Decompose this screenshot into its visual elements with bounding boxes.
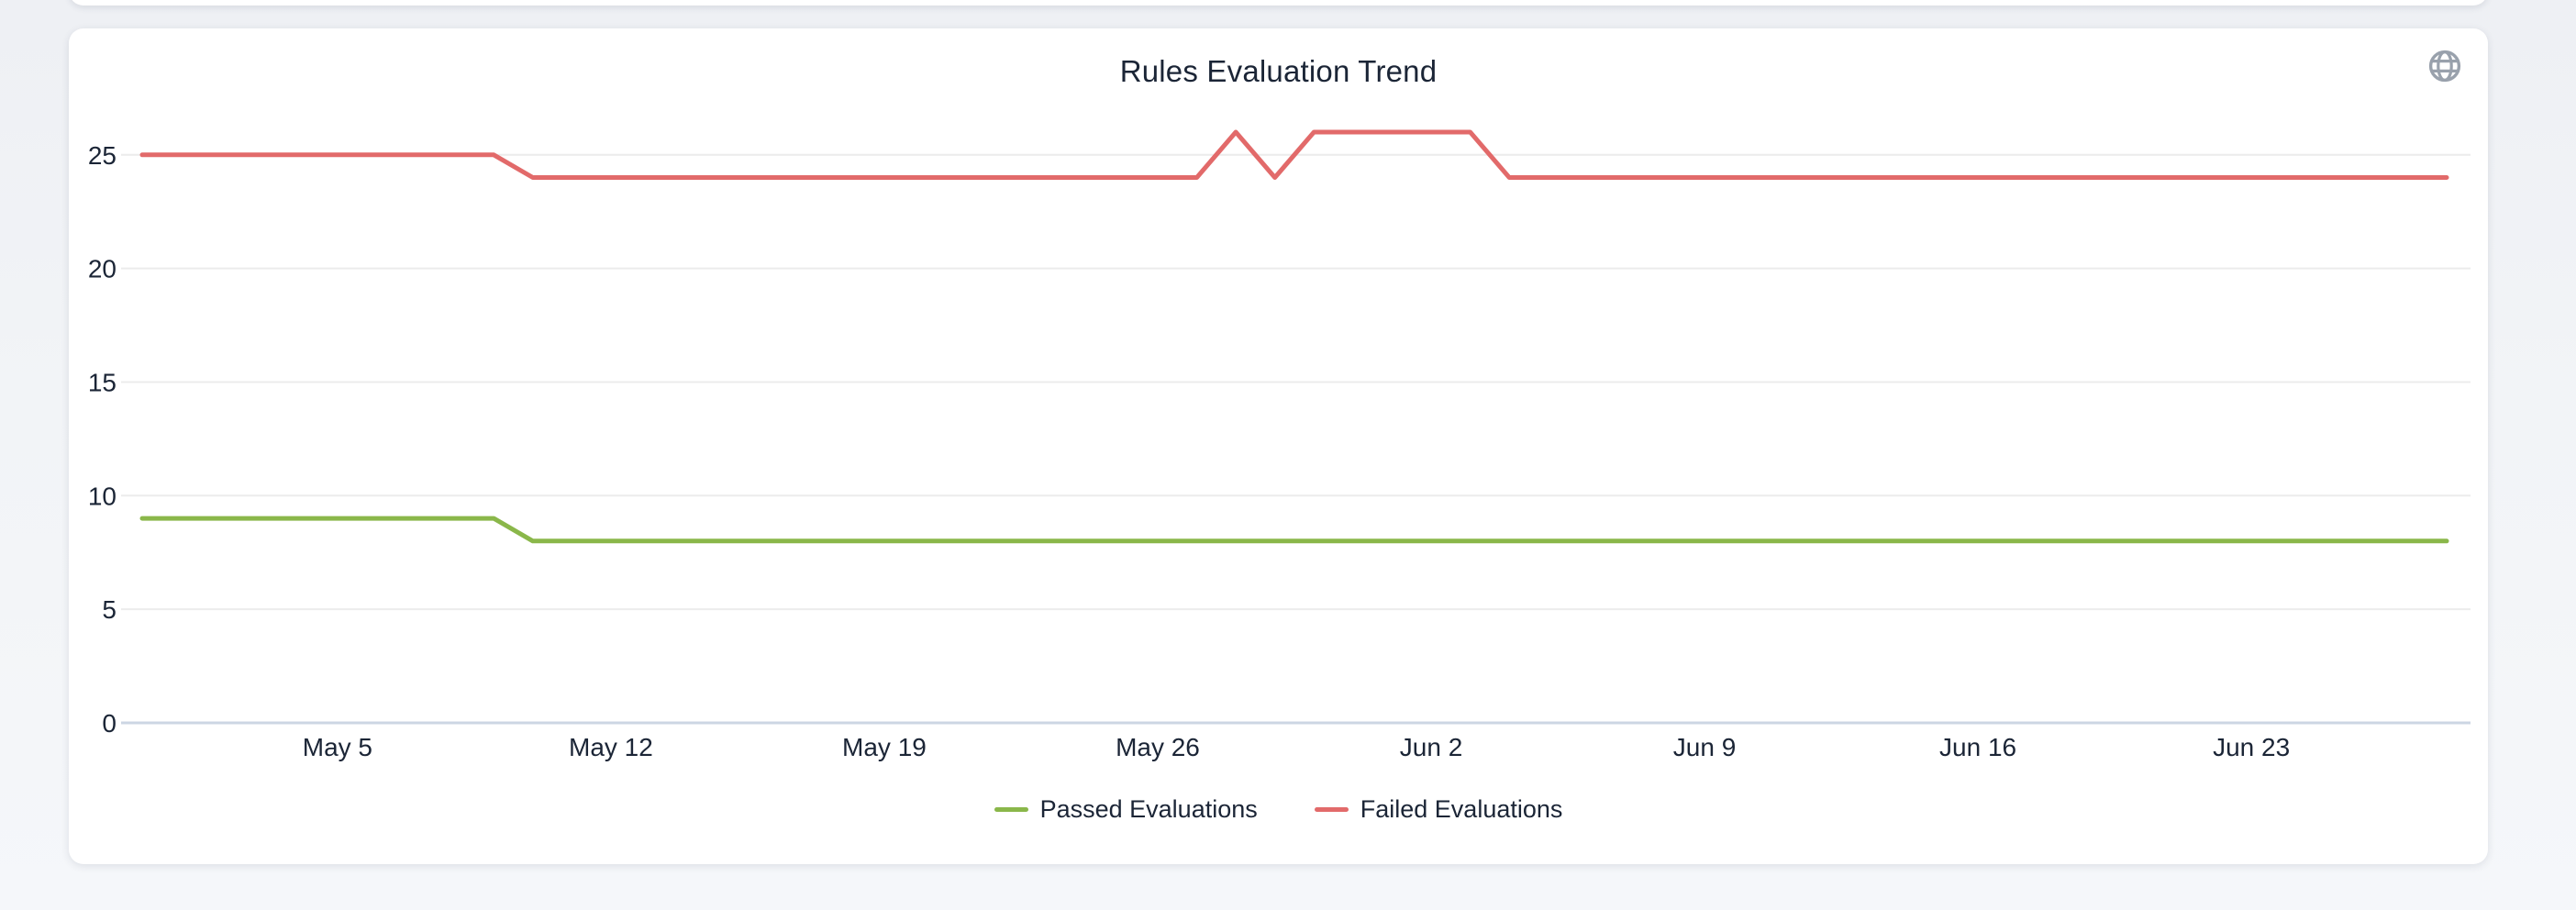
rules-evaluation-trend-card: Rules Evaluation Trend 0 5 10 15 20 25 May 5 Ma… [69, 28, 2488, 864]
x-tick-label: May 12 [569, 733, 653, 761]
chart-legend: Passed Evaluations Failed Evaluations [69, 797, 2488, 822]
chart-title: Rules Evaluation Trend [1119, 54, 1438, 88]
passed-series-swatch [994, 807, 1028, 812]
series-line-0 [139, 516, 2449, 544]
line-chart-plot-area: 0 5 10 15 20 25 May 5 May 12 May 19 May 26 Jun 2 Ju… [88, 129, 2471, 761]
y-tick-label: 20 [88, 255, 117, 283]
y-tick-label: 25 [88, 141, 117, 170]
x-tick-label: Jun 23 [2213, 733, 2290, 761]
y-tick-label: 0 [102, 709, 117, 738]
legend-label: Passed Evaluations [1039, 795, 1258, 823]
x-tick-label: May 5 [303, 733, 372, 761]
failed-series-swatch [1314, 807, 1349, 812]
y-tick-label: 15 [88, 368, 117, 396]
y-tick-label: 10 [88, 482, 117, 510]
previous-card-bottom [69, 0, 2488, 6]
legend-label: Failed Evaluations [1360, 795, 1563, 823]
legend-item-failed-evaluations[interactable]: Failed Evaluations [1314, 795, 1563, 823]
globe-icon[interactable] [2426, 48, 2463, 84]
series-line-1 [139, 129, 2449, 180]
y-tick-label: 5 [102, 595, 117, 624]
x-tick-label: Jun 16 [1939, 733, 2016, 761]
x-tick-label: May 26 [1116, 733, 1200, 761]
x-tick-label: Jun 9 [1673, 733, 1737, 761]
legend-item-passed-evaluations[interactable]: Passed Evaluations [994, 797, 1258, 822]
x-tick-label: May 19 [842, 733, 927, 761]
x-tick-label: Jun 2 [1400, 733, 1463, 761]
